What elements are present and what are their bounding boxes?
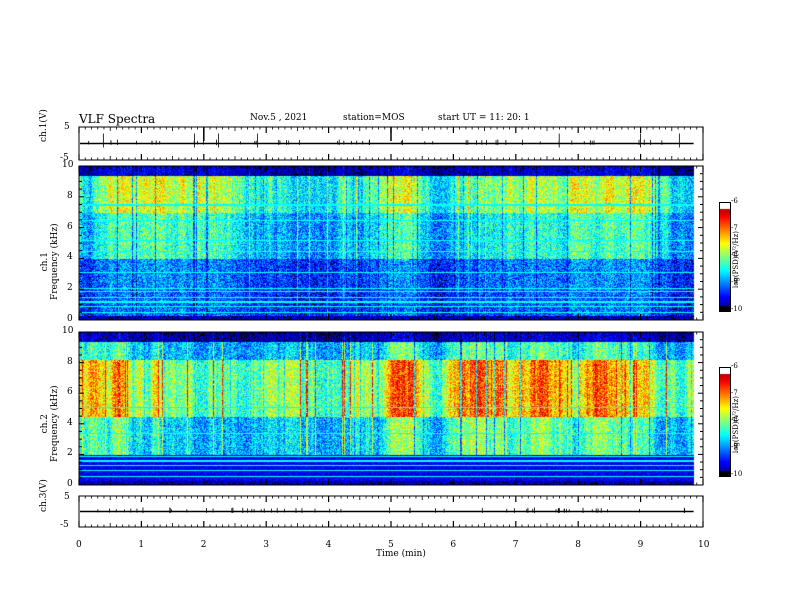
x-tick-label-2: 2: [200, 540, 207, 550]
ch1-spec-ytick-4: 4: [67, 252, 73, 263]
x-tick-label-0: 0: [76, 540, 82, 550]
ch1-colorbar-tick-2: -8: [731, 251, 738, 259]
ch1-ytick-top: 5: [64, 122, 70, 132]
ch3-volt-ylabel: ch.3(V): [39, 479, 49, 512]
x-tick-label-7: 7: [512, 540, 519, 550]
ch2-colorbar-tick-3: -9: [731, 443, 738, 451]
ch1-spec-ytick-2: 2: [67, 283, 73, 294]
ch1-spectrogram: [79, 166, 703, 320]
station-label: station=MOS: [343, 113, 405, 123]
date-label: Nov.5 , 2021: [250, 113, 308, 123]
ch1-spec-ytick-0: 0: [67, 314, 73, 324]
ch2-spec-ytick-0: 0: [67, 479, 73, 489]
ch2-colorbar-tick-4: -10: [731, 470, 743, 478]
ch1-spec-ytick-10: 10: [62, 160, 74, 170]
ch2-spectrogram: [79, 332, 703, 485]
ch2-spec-ytick-8: 8: [67, 356, 73, 367]
ch1-colorbar: [719, 202, 731, 312]
x-axis-label: Time (min): [376, 549, 426, 559]
ch1-colorbar-tick-4: -10: [731, 305, 743, 313]
ch2-spec-ytick-6: 6: [67, 387, 73, 398]
x-tick-label-10: 10: [698, 540, 710, 550]
ch2-spec-ytick-10: 10: [62, 326, 74, 336]
ch1-colorbar-label: log(PSD)(V²/Hz): [732, 231, 740, 288]
ch2-colorbar: [719, 367, 731, 477]
x-tick-label-6: 6: [450, 540, 457, 550]
ch2-spec-ylabel: ch.2 Frequency (kHz): [40, 385, 60, 462]
ch2-spec-ytick-2: 2: [67, 448, 73, 459]
start-time-label: start UT = 11: 20: 1: [438, 113, 530, 123]
ch1-colorbar-tick-1: -7: [731, 224, 738, 232]
ch3-ytick-bottom: -5: [60, 520, 69, 530]
ch1-volt-ylabel: ch.1(V): [39, 109, 49, 142]
x-tick-label-3: 3: [263, 540, 269, 550]
ch1-spec-ylabel: ch.1 Frequency (kHz): [40, 223, 60, 300]
ch2-colorbar-tick-2: -8: [731, 416, 738, 424]
x-tick-label-9: 9: [637, 540, 644, 550]
ch3-ytick-top: 5: [64, 492, 70, 502]
panel-frame-2: [78, 331, 704, 486]
x-tick-label-5: 5: [388, 540, 394, 550]
panel-frame-1: [78, 165, 704, 321]
chart-title: VLF Spectra: [79, 112, 156, 126]
x-tick-label-8: 8: [575, 540, 581, 550]
x-tick-label-4: 4: [325, 540, 332, 550]
ch1-colorbar-tick-0: -6: [731, 197, 738, 205]
ch1-ytick-bottom: -5: [60, 153, 69, 163]
ch2-colorbar-tick-1: -7: [731, 389, 738, 397]
x-tick-label-1: 1: [138, 540, 145, 550]
ch2-colorbar-tick-0: -6: [731, 362, 738, 370]
ch1-spec-ytick-6: 6: [67, 221, 73, 232]
ch1-spec-ytick-8: 8: [67, 190, 73, 201]
ch2-colorbar-label: log(PSD)(V²/Hz): [732, 396, 740, 453]
ch2-spec-ytick-4: 4: [67, 417, 73, 428]
ch1-colorbar-tick-3: -9: [731, 278, 738, 286]
